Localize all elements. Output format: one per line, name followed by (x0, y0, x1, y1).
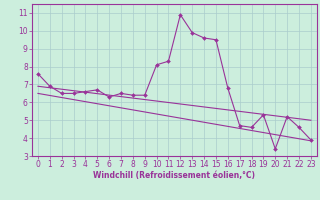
X-axis label: Windchill (Refroidissement éolien,°C): Windchill (Refroidissement éolien,°C) (93, 171, 255, 180)
